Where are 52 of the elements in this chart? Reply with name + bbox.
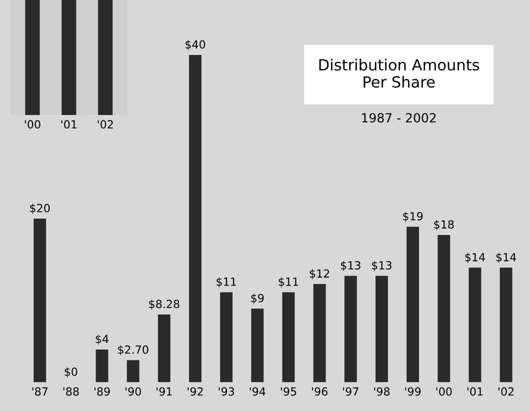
x-tick-label: '88	[63, 387, 79, 396]
data-label: $4	[96, 334, 108, 345]
data-label: $2.70	[118, 345, 148, 356]
x-tick-label: '90	[126, 387, 141, 396]
x-tick-label: '01	[467, 387, 483, 396]
x-tick-label: '89	[94, 387, 110, 396]
data-label: $13	[340, 260, 360, 272]
x-tick-label: '91	[156, 387, 172, 396]
bar	[251, 308, 264, 382]
bar	[500, 268, 512, 382]
bar	[282, 292, 295, 382]
data-label: $18	[434, 220, 454, 230]
x-tick-label: '97	[343, 387, 358, 396]
x-tick-label: '92	[188, 387, 203, 396]
data-label: $0	[64, 367, 78, 378]
x-tick-label: '00	[24, 120, 40, 129]
x-tick-label: '00	[436, 387, 452, 396]
data-label: $14	[496, 252, 516, 263]
x-tick-label: '95	[280, 387, 296, 396]
bar	[189, 54, 202, 382]
x-tick-label: '94	[250, 387, 266, 396]
x-tick-label: '93	[218, 387, 234, 396]
bar	[438, 234, 450, 382]
data-label: $40	[186, 40, 206, 50]
data-label: $8.28	[149, 300, 180, 310]
text: 1987 - 2002	[362, 113, 436, 123]
data-label: $14	[465, 252, 485, 263]
x-tick-label: '01	[61, 120, 76, 129]
bar	[313, 284, 326, 382]
data-label: $12	[310, 269, 330, 280]
x-tick-label: '02	[98, 120, 113, 129]
data-label: $19	[403, 212, 423, 222]
bar	[220, 292, 233, 382]
bar	[344, 276, 357, 382]
x-tick-label: '87	[32, 387, 48, 396]
text: Distribution Amounts Per Share	[319, 58, 480, 88]
x-tick-label: '99	[405, 387, 421, 396]
bar	[376, 276, 388, 382]
bar	[96, 350, 108, 382]
bar	[34, 218, 46, 382]
x-tick-label: '98	[374, 387, 390, 396]
x-tick-label: '02	[498, 387, 514, 396]
data-label: $11	[216, 277, 236, 288]
x-tick-label: '96	[312, 387, 328, 396]
bar	[126, 360, 140, 382]
data-label: $11	[278, 277, 298, 288]
data-label: $20	[30, 204, 50, 214]
bar	[158, 314, 170, 382]
bar	[468, 268, 482, 382]
data-label: $9	[251, 294, 264, 304]
data-label: $13	[372, 260, 392, 272]
bar	[406, 226, 420, 382]
